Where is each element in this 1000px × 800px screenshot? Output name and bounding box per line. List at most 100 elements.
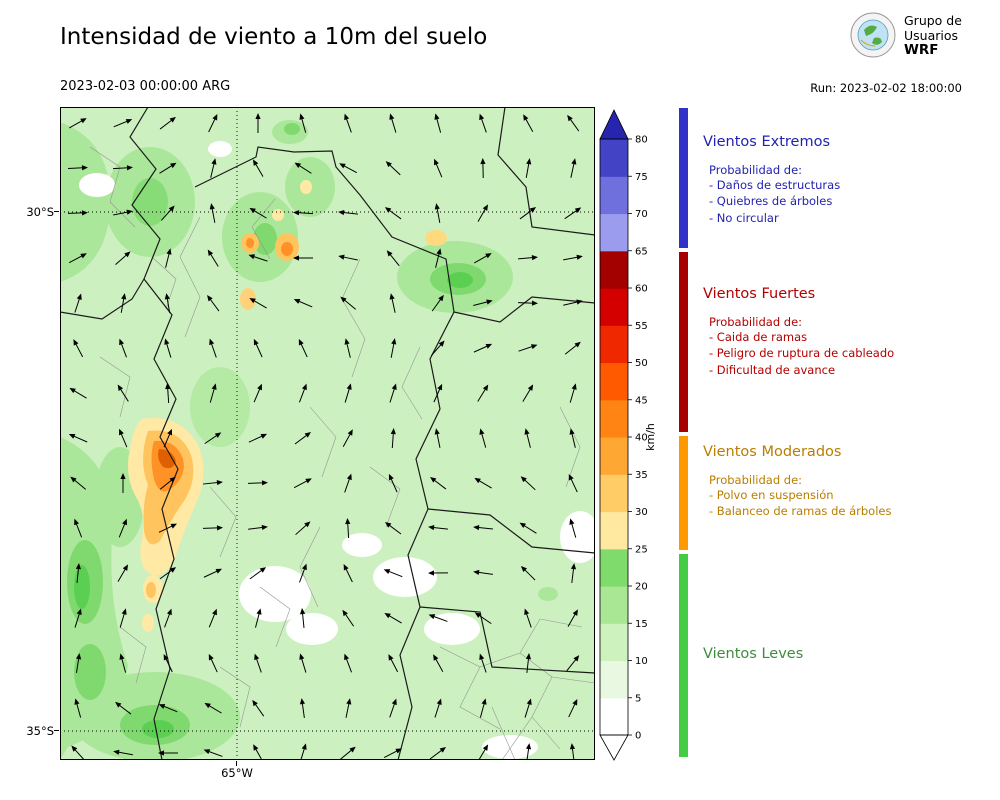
wind-arrow-head (526, 158, 532, 165)
wind-arrow-head (208, 653, 214, 661)
wind-arrow-head (166, 248, 172, 255)
wind-arrow-head (340, 296, 347, 303)
province-border-path (427, 508, 596, 554)
legend-item: - Peligro de ruptura de cableado (709, 346, 895, 361)
wind-arrow-head (256, 608, 262, 615)
wind-arrow-head (304, 521, 311, 528)
colorbar-segment (600, 623, 628, 662)
strip-fuertes (679, 252, 688, 432)
wind-arrow-head (473, 525, 480, 531)
wind-arrow-head (428, 524, 435, 531)
wind-arrow-head (121, 608, 127, 615)
strip-leves (679, 554, 688, 757)
wind-arrow-head (117, 384, 124, 392)
wind-arrow-head (346, 383, 352, 390)
colorbar-segment (600, 437, 628, 475)
wind-arrow-head (571, 158, 577, 165)
wind-arrow-head (574, 207, 582, 213)
colorbar-segment (600, 139, 628, 177)
white-patch (286, 613, 338, 645)
wind-arrow-head (169, 116, 176, 123)
wind-arrow-head (439, 746, 446, 753)
colorbar-tick-label: 20 (635, 582, 648, 593)
green-patch-dark (284, 123, 300, 135)
wind-arrow-head (68, 433, 76, 439)
legend-title-leves: Vientos Leves (703, 646, 804, 662)
wind-arrow-head (434, 158, 439, 166)
wind-arrow-head (385, 161, 392, 168)
wind-arrow-head (204, 702, 211, 709)
legend-category-leves: Vientos Leves (703, 646, 988, 662)
wind-arrow-head (572, 698, 578, 706)
wind-arrow-head (75, 563, 81, 570)
wind-arrow-head (73, 339, 79, 346)
wind-arrow-head (524, 608, 530, 616)
wind-arrow-head (347, 429, 353, 436)
wind-arrow-head (164, 293, 170, 300)
wind-arrow-head (530, 344, 538, 350)
wind-arrow-head (124, 251, 131, 258)
wind-arrow-head (384, 207, 392, 213)
colorbar-unit-label: km/h (644, 423, 657, 451)
colorbar-segment (600, 511, 628, 550)
wind-arrow-head (293, 299, 301, 304)
legend-title-extremos: Vientos Extremos (703, 134, 831, 150)
orange-spot (240, 288, 256, 310)
logo-continent (872, 37, 882, 45)
logo-line2: Usuarios (904, 27, 959, 43)
border-path (369, 466, 401, 528)
colorbar-tick-label: 55 (635, 321, 648, 332)
wind-arrow-head (485, 253, 492, 259)
wind-arrow-head (480, 158, 486, 165)
wind-arrow-head (434, 113, 440, 120)
colorbar-tick-label: 40 (635, 433, 648, 444)
wind-arrow-head (384, 612, 391, 619)
lon-label-65W: 65°W (221, 766, 253, 780)
border-path (209, 486, 237, 558)
orange-spot (281, 242, 293, 256)
wind-arrow-head (342, 609, 348, 617)
wind-arrow-head (113, 749, 120, 755)
wind-arrow-head (438, 294, 444, 302)
axis-tick (236, 761, 237, 766)
wind-arrow-head (576, 254, 583, 260)
green-patch (60, 122, 111, 282)
wind-arrow-head (214, 432, 222, 438)
orange-spot (246, 238, 254, 248)
wind-arrow-head (573, 655, 580, 662)
wind-arrow-head (338, 209, 345, 216)
legend-item: - Caida de ramas (709, 330, 808, 344)
province-border-path (497, 106, 596, 236)
wind-arrow-head (437, 383, 443, 391)
wind-arrow-head (255, 113, 261, 120)
wind-arrow-head (434, 203, 440, 210)
wind-arrow-head (567, 114, 573, 122)
wind-arrow-head (338, 254, 345, 260)
colorbar-segment (600, 325, 628, 364)
wind-arrow-head (120, 473, 126, 480)
wind-arrow-head (574, 341, 581, 348)
wind-arrow-head (345, 518, 351, 525)
border-path (179, 216, 201, 338)
white-patch (482, 735, 538, 759)
wind-arrow-head (481, 698, 487, 705)
page-title: Intensidad de viento a 10m del suelo (60, 24, 488, 50)
wind-arrow-head (163, 653, 169, 661)
wind-arrow-head (70, 476, 77, 483)
wind-arrow-head (71, 745, 78, 752)
wind-arrow-head (81, 210, 88, 216)
wind-arrow-head (486, 299, 493, 305)
wind-arrow-head (525, 743, 532, 750)
logo-continent (864, 25, 877, 36)
wind-arrow-head (436, 248, 442, 255)
wind-arrow-head (119, 653, 125, 660)
wind-arrow-head (523, 114, 529, 121)
border-path (491, 706, 516, 761)
probability-label: Probabilidad de: (709, 315, 803, 329)
border-path (309, 406, 337, 478)
logo-line1: Grupo de (904, 12, 962, 28)
white-patch (208, 141, 232, 157)
wind-arrow-head (293, 210, 300, 216)
border-path (341, 258, 366, 378)
